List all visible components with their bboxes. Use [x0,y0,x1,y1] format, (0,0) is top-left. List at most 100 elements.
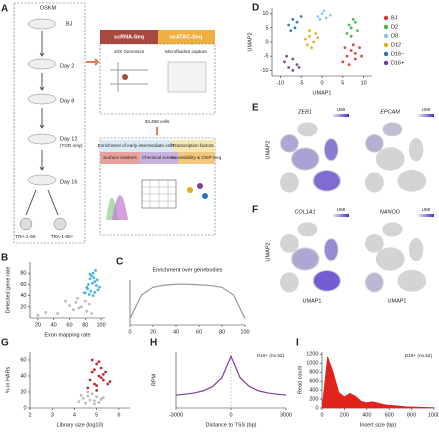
point [291,68,295,72]
point [97,401,101,404]
gene-title: ZEB1 [297,109,312,115]
x-axis-label: Exon mapping rate [44,332,90,338]
umap-region [297,222,318,237]
umap-region [280,172,299,193]
color-scale [333,214,349,217]
day-note: (TGR only) [60,143,83,148]
point [285,54,288,58]
point [93,290,97,294]
point [351,43,355,47]
application-cell [178,152,215,164]
point [291,17,295,21]
application-label: Enrichment of early-intermediate cells [98,143,176,148]
platform-label: Microfluidics capture [165,49,207,54]
point [347,23,351,27]
dish [27,174,57,186]
point [91,294,95,297]
point [92,276,96,280]
y-tick-label: 1000 [306,361,318,367]
color-scale [418,214,434,217]
gene-title: NANOG [380,209,401,215]
legend-label: D2 [391,24,398,30]
point [353,51,357,55]
y-tick-label: 20 [20,304,26,310]
point [101,378,105,382]
gene-title: COL1A1 [294,209,315,215]
umap-region [375,247,405,271]
point [75,297,79,300]
line [129,283,246,319]
point [349,26,353,30]
point [95,384,99,387]
x-tick-label: 600 [385,412,394,418]
point [95,395,99,399]
histogram-icon [112,195,128,220]
x-tick-label: 5 [341,80,344,86]
point [87,302,91,306]
umap-region [280,234,299,253]
umap-region [382,222,403,237]
plate-grid [142,180,176,208]
umap-region [397,269,427,292]
x-tick-label: 3 [51,412,54,418]
expression-region [365,273,383,292]
point [97,360,101,363]
x-tick-label: 0 [229,412,232,418]
umap-region [280,272,299,293]
point [77,306,81,310]
point [83,299,87,303]
point [345,54,349,58]
color-scale [418,114,434,117]
timecourse-box [13,2,86,244]
y-axis-label: % in HARs [5,366,11,393]
panel-label: G [1,338,9,349]
point [343,46,347,50]
point [81,397,85,400]
point [299,15,303,18]
annotation: D16+ (no.52) [257,353,284,358]
y-tick-label: 10 [262,11,268,17]
point [86,390,90,394]
x-tick-label: 6 [117,412,120,418]
area [321,356,435,409]
point [68,304,71,308]
point [84,401,87,405]
y-axis-label: Read count [297,365,303,394]
point [86,386,90,390]
y-tick-label: 5 [265,25,268,31]
x-tick-label: 60 [196,329,202,335]
point [356,29,359,33]
x-tick-label: 5 [95,412,98,418]
umap-region [382,122,403,137]
x-tick-label: -3000 [169,412,183,418]
point [353,20,357,24]
x-tick-label: 200 [340,412,349,418]
y-tick-label: 1200 [306,352,318,358]
x-tick-label: -5 [299,80,304,86]
point [90,281,94,285]
expression-region [313,171,340,191]
x-tick-label: 0 [320,80,323,86]
point [90,392,94,395]
point [345,32,349,35]
expression-region [280,134,298,152]
y-tick-label: 800 [309,370,318,376]
legend-swatch [383,15,389,21]
umap-region [408,137,424,162]
y-tick-label: 0 [265,39,268,45]
point [88,272,92,276]
x-axis-label: Distance to TSS (bp) [206,422,257,428]
application-label: Accessibility & ChIP-Seq [171,155,222,160]
point [93,382,96,386]
x-tick-label: 100 [240,329,249,335]
umap-region [397,169,427,192]
x-tick-label: 20 [35,322,41,328]
point [93,280,97,283]
point [360,54,363,58]
application-cell [100,152,140,164]
motif-icon [187,187,193,193]
application-cell [100,140,172,152]
point [96,288,100,292]
cell-count: 33,468 cells [145,119,170,124]
point [320,12,324,16]
